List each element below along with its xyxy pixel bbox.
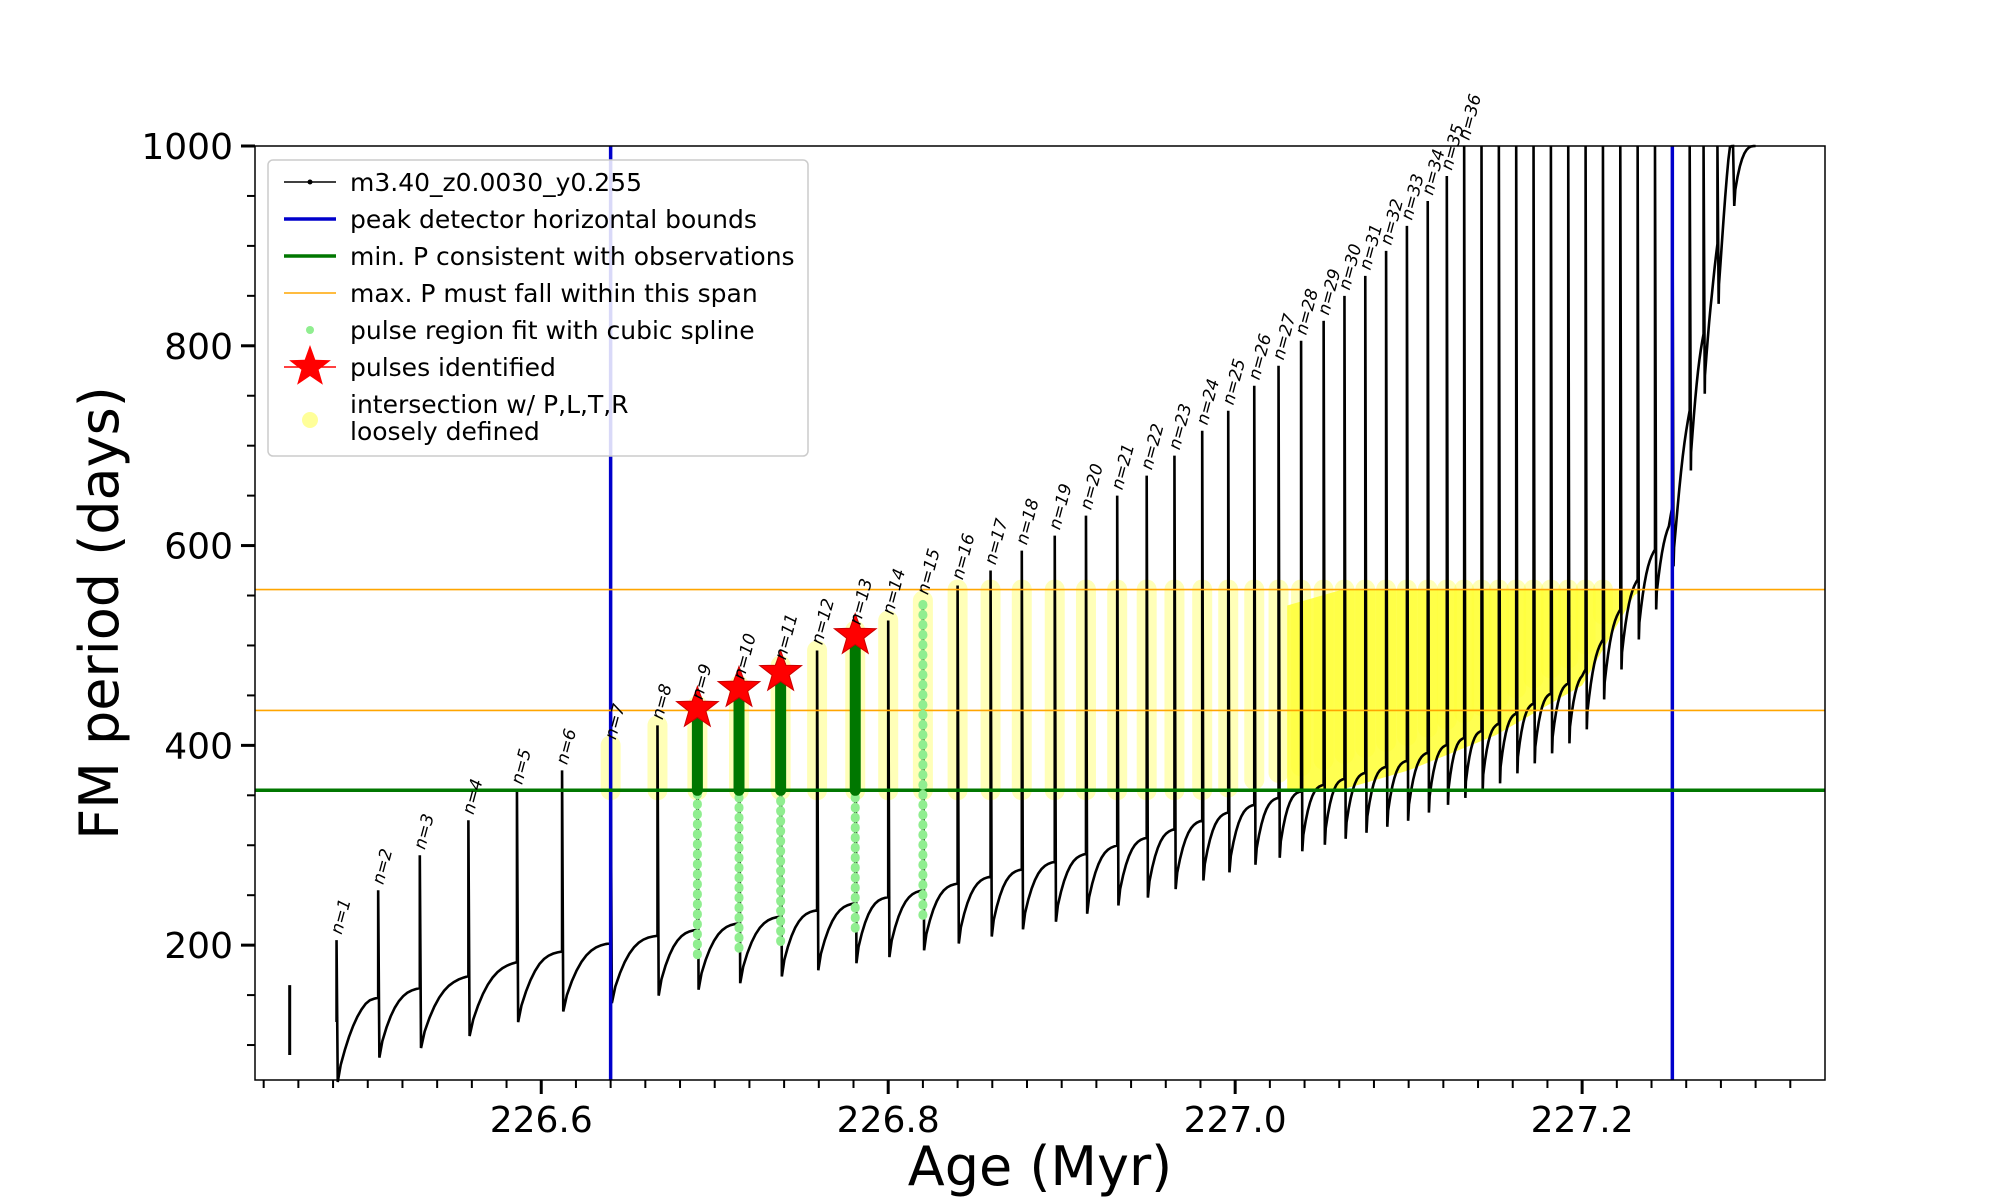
pulse-label: n=5: [507, 747, 536, 787]
legend-label: max. P must fall within this span: [350, 279, 758, 308]
pulse-label: n=9: [688, 662, 717, 702]
spline-layer: [691, 596, 928, 960]
legend-swatch-circle: [302, 412, 318, 428]
y-tick-label: 800: [164, 327, 233, 368]
pulse-label: n=10: [730, 631, 761, 681]
pulse-label: n=13: [846, 577, 877, 627]
legend-label: min. P consistent with observations: [350, 242, 795, 271]
track-layer: [288, 144, 1756, 1083]
plot-frame: [254, 145, 1826, 1081]
y-tick-label: 1000: [141, 127, 233, 168]
pulse-label: n=23: [1165, 402, 1196, 452]
legend-label: m3.40_z0.0030_y0.255: [350, 168, 642, 197]
legend-label: peak detector horizontal bounds: [350, 205, 757, 234]
x-tick-label: 227.2: [1531, 1100, 1634, 1141]
x-tick-label: 226.8: [837, 1100, 940, 1141]
pulse-identified-star: [675, 684, 720, 728]
pulse-label: n=22: [1137, 422, 1168, 472]
pulse-label: n=12: [808, 597, 839, 647]
legend-swatch-dot: [306, 326, 314, 334]
pulse-label: n=19: [1045, 482, 1076, 532]
axes-layer: 226.6 226.8 227.0 227.2 200 400 600 800 1000: [141, 127, 1792, 1141]
reference-lines-layer: [255, 146, 1825, 1080]
legend-label: pulses identified: [350, 353, 556, 382]
pulse-label: n=16: [948, 531, 979, 581]
x-tick-label: 226.6: [490, 1100, 593, 1141]
legend-box: [267, 159, 809, 457]
pulse-label: n=36: [1455, 92, 1486, 142]
pulse-identified-star: [716, 664, 762, 708]
stars-layer: [675, 612, 878, 728]
legend-swatch-dot: [307, 179, 313, 185]
pulse-label: n=1: [327, 897, 356, 937]
legend-label: pulse region fit with cubic spline: [350, 316, 755, 345]
y-axis-title: FM period (days): [68, 386, 131, 840]
series-track-line: [335, 144, 1756, 1083]
pulse-identified-star: [832, 612, 878, 655]
pulse-label: n=2: [369, 847, 398, 887]
pulse-label: n=14: [879, 567, 910, 617]
pulse-label: n=4: [459, 777, 488, 817]
pulse-label: n=11: [771, 611, 802, 661]
pulse-identified-star: [758, 648, 804, 692]
y-tick-label: 400: [164, 726, 233, 767]
legend-swatch-star: [289, 345, 331, 385]
pulse-label: n=3: [410, 812, 439, 852]
legend-label: loosely defined: [350, 417, 540, 446]
pulse-label: n=21: [1108, 442, 1139, 492]
pulse-label: n=7: [601, 702, 630, 742]
pulse-label: n=17: [981, 516, 1012, 566]
pulse-label: n=20: [1076, 462, 1107, 512]
pulse-label: n=8: [648, 682, 677, 722]
pulse-label: n=6: [553, 727, 582, 767]
pulse-label: n=18: [1012, 496, 1043, 546]
legend-label: intersection w/ P,L,T,R: [350, 390, 629, 419]
x-axis-title: Age (Myr): [908, 1135, 1173, 1198]
x-tick-label: 227.0: [1184, 1100, 1287, 1141]
y-tick-label: 600: [164, 527, 233, 568]
pulse-label: n=25: [1219, 357, 1250, 407]
y-tick-label: 200: [164, 926, 233, 967]
